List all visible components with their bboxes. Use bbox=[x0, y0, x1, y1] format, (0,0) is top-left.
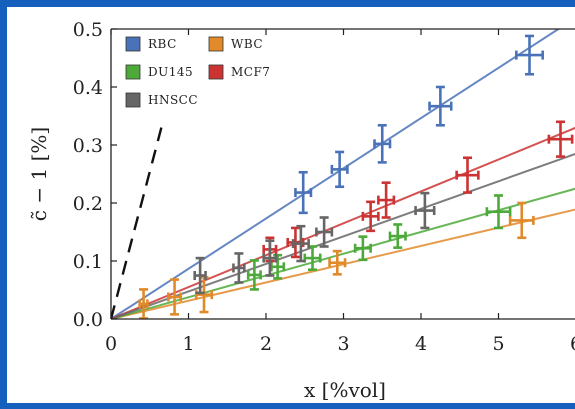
y-tick-label: 0.2 bbox=[73, 193, 103, 215]
point-du145-6 bbox=[485, 194, 512, 230]
point-rbc-1 bbox=[294, 170, 313, 215]
point-rbc-2 bbox=[330, 150, 349, 189]
y-tick-label: 0.3 bbox=[73, 135, 103, 157]
legend-swatch-rbc bbox=[125, 36, 141, 52]
point-mcf7-6 bbox=[547, 120, 574, 158]
tick-labels: 0 1 2 3 4 5 6 0.0 0.1 0.2 0.3 0.4 0.5 bbox=[73, 19, 575, 355]
point-mcf7-4 bbox=[377, 181, 396, 219]
legend-label-rbc: RBC bbox=[148, 37, 177, 51]
point-wbc-1 bbox=[138, 288, 149, 319]
point-du145-2 bbox=[270, 253, 286, 280]
point-du145-1 bbox=[246, 259, 262, 291]
legend-swatch-mcf7 bbox=[208, 64, 224, 80]
fit-line-mcf7 bbox=[111, 126, 575, 319]
x-tick-label: 2 bbox=[260, 333, 272, 355]
legend-label-du145: DU145 bbox=[148, 65, 193, 79]
point-hnscc-1 bbox=[193, 256, 207, 295]
point-du145-4 bbox=[353, 235, 372, 262]
legend-label-hnscc: HNSCC bbox=[148, 93, 198, 107]
point-hnscc-5 bbox=[315, 216, 334, 248]
point-rbc-4 bbox=[428, 85, 453, 127]
y-tick-label: 0.1 bbox=[73, 251, 103, 273]
legend-swatch-hnscc bbox=[125, 92, 141, 108]
point-hnscc-2 bbox=[232, 252, 246, 284]
point-du145-5 bbox=[388, 223, 407, 249]
legend-swatch-wbc bbox=[208, 36, 224, 52]
point-du145-3 bbox=[303, 245, 322, 272]
point-rbc-5 bbox=[515, 34, 544, 76]
data-points bbox=[138, 34, 574, 319]
y-tick-label: 0.5 bbox=[73, 19, 103, 41]
point-wbc-5 bbox=[508, 201, 535, 240]
legend: RBC WBC DU145 MCF7 HNSCC bbox=[125, 36, 270, 108]
point-mcf7-3 bbox=[361, 200, 380, 233]
point-hnscc-3 bbox=[262, 239, 278, 277]
y-axis-label: c̃ − 1 [%] bbox=[27, 127, 51, 221]
fit-line-wbc bbox=[111, 208, 575, 319]
legend-swatch-du145 bbox=[125, 64, 141, 80]
x-tick-label: 0 bbox=[105, 333, 117, 355]
legend-label-wbc: WBC bbox=[231, 37, 263, 51]
x-tick-label: 5 bbox=[492, 333, 504, 355]
point-hnscc-4 bbox=[291, 224, 310, 263]
point-rbc-3 bbox=[373, 123, 392, 164]
reference-line bbox=[111, 127, 163, 319]
y-tick-label: 0.4 bbox=[73, 77, 103, 99]
point-hnscc-6 bbox=[414, 191, 436, 230]
point-wbc-2 bbox=[167, 278, 183, 316]
x-tick-label: 3 bbox=[337, 333, 349, 355]
x-tick-label: 1 bbox=[182, 333, 194, 355]
x-tick-label: 4 bbox=[415, 333, 427, 355]
y-tick-label: 0.0 bbox=[73, 309, 103, 331]
point-wbc-4 bbox=[328, 249, 347, 276]
x-axis-label: x [%vol] bbox=[304, 378, 386, 402]
legend-label-mcf7: MCF7 bbox=[231, 65, 270, 79]
dashed-reference-line bbox=[111, 127, 163, 319]
fit-line-hnscc bbox=[111, 152, 575, 319]
x-tick-label: 6 bbox=[570, 333, 575, 355]
point-mcf7-5 bbox=[455, 156, 480, 194]
